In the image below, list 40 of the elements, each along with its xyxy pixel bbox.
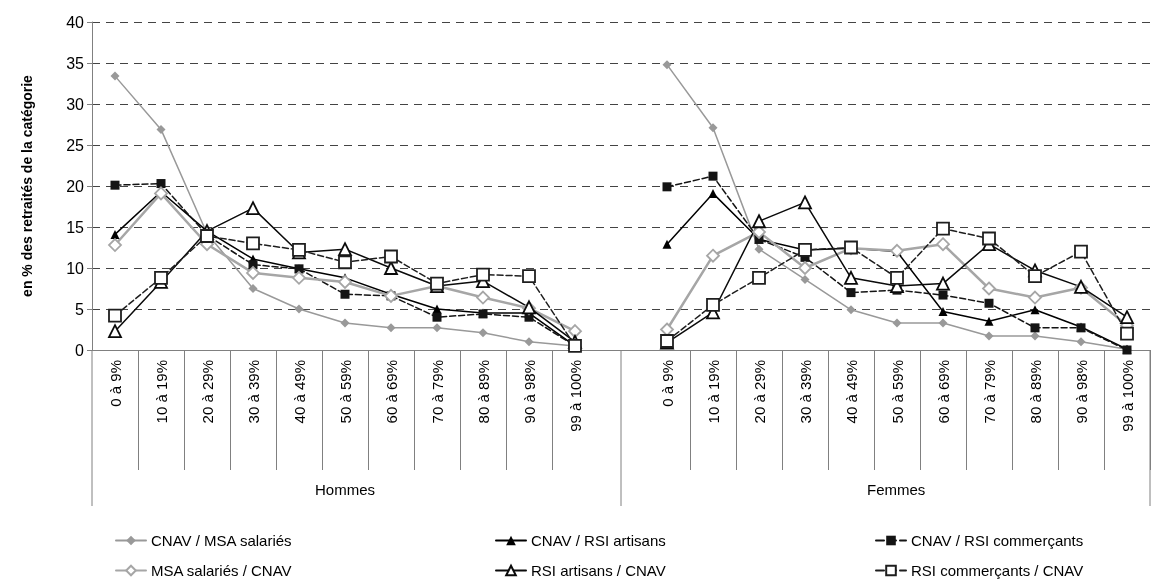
x-tick-label: 60 à 69% [382,360,400,424]
x-tick-label: 99 à 100% [566,360,584,432]
legend-label: CNAV / MSA salariés [151,532,292,549]
x-tick-label: 70 à 79% [428,360,446,424]
x-tick-label: 20 à 29% [198,360,216,424]
x-tick-label: 40 à 49% [842,360,860,424]
x-tick-label: 99 à 100% [1118,360,1136,432]
legend-label: MSA salariés / CNAV [151,562,292,579]
x-tick-label: 70 à 79% [980,360,998,424]
x-tick-label: 10 à 19% [704,360,722,424]
y-tick-label: 5 [75,300,85,318]
x-tick-label: 0 à 9% [658,360,676,407]
y-tick-label: 30 [66,95,85,113]
x-tick-label: 30 à 39% [796,360,814,424]
y-tick-label: 25 [66,136,85,154]
y-tick-label: 15 [66,218,85,236]
y-axis-title: en % des retraités de la catégorie [19,74,35,297]
text: Femmes [867,481,926,498]
x-tick-label: 90 à 98% [1072,360,1090,424]
legend-label: RSI artisans / CNAV [531,562,666,579]
legend-label: RSI commerçants / CNAV [911,562,1084,579]
legend-label: CNAV / RSI commerçants [911,532,1084,549]
y-tick-label: 10 [66,259,85,277]
y-tick-label: 0 [75,341,85,359]
x-tick-label: 80 à 89% [1026,360,1044,424]
x-tick-label: 50 à 59% [336,360,354,424]
x-tick-label: 30 à 39% [244,360,262,424]
x-tick-label: 80 à 89% [474,360,492,424]
x-tick-label: 0 à 9% [106,360,124,407]
x-tick-label: 90 à 98% [520,360,538,424]
x-tick-label: 60 à 69% [934,360,952,424]
text: Hommes [315,481,376,498]
y-tick-label: 20 [66,177,85,195]
legend-label: CNAV / RSI artisans [531,532,666,549]
x-tick-label: 20 à 29% [750,360,768,424]
y-tick-label: 35 [66,54,85,72]
x-tick-label: 10 à 19% [152,360,170,424]
y-tick-label: 40 [66,13,85,31]
x-tick-label: 40 à 49% [290,360,308,424]
x-tick-label: 50 à 59% [888,360,906,424]
